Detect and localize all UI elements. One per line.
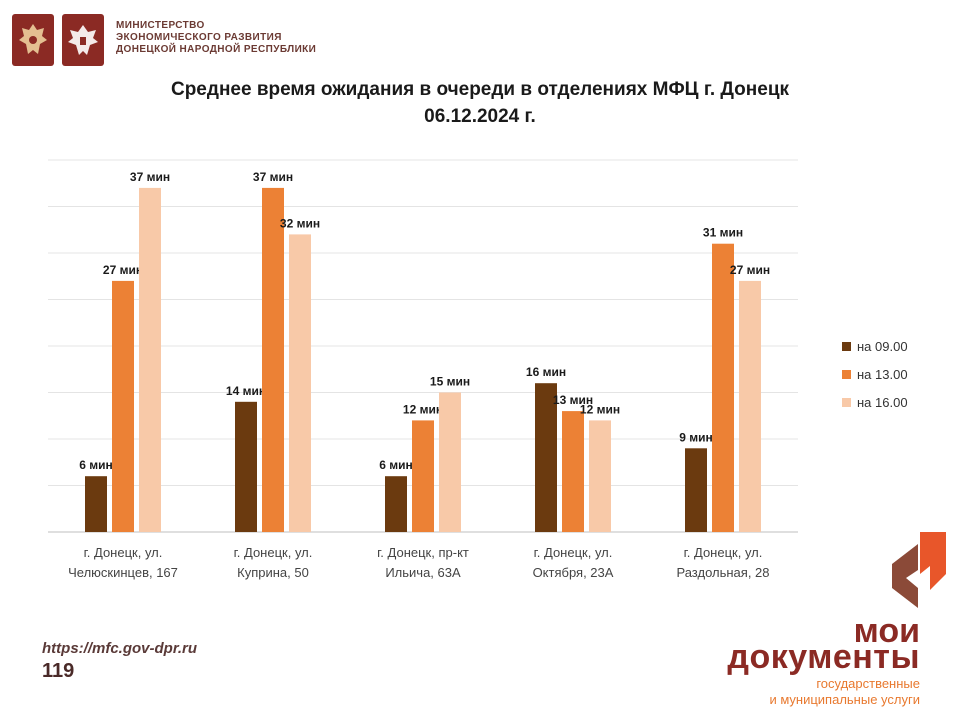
data-label: 31 мин	[703, 226, 743, 240]
data-label: 6 мин	[79, 458, 113, 472]
bar	[685, 448, 707, 532]
moi-dokumenty-logo-icon	[892, 532, 946, 608]
coat-of-arms-russia-icon	[12, 14, 54, 66]
category-label: г. Донецк, ул.	[534, 545, 613, 560]
category-label: г. Донецк, ул.	[234, 545, 313, 560]
category-label: Раздольная, 28	[676, 565, 769, 580]
ministry-line-3: ДОНЕЦКОЙ НАРОДНОЙ РЕСПУБЛИКИ	[116, 44, 317, 55]
bar	[262, 187, 284, 532]
data-label: 12 мин	[580, 402, 620, 416]
data-label: 6 мин	[379, 458, 413, 472]
legend-swatch-1300	[842, 369, 851, 379]
chart-legend: на 09.00 на 13.00 на 16.00	[842, 332, 908, 416]
bar	[112, 280, 134, 532]
brand-tagline-line-1: государственные	[816, 676, 920, 691]
bar	[439, 392, 461, 532]
legend-item-1300: на 13.00	[842, 360, 908, 388]
data-label: 14 мин	[226, 384, 266, 398]
coat-of-arms-dpr-icon	[62, 14, 104, 66]
bar	[289, 234, 311, 532]
legend-item-1600: на 16.00	[842, 388, 908, 416]
bar	[85, 476, 107, 532]
category-label: г. Донецк, пр-кт	[377, 545, 469, 560]
bar	[739, 280, 761, 532]
bar	[712, 243, 734, 532]
data-label: 27 мин	[103, 263, 143, 277]
legend-swatch-0900	[842, 341, 851, 351]
data-label: 27 мин	[730, 263, 770, 277]
category-label: Челюскинцев, 167	[68, 565, 178, 580]
bar	[139, 187, 161, 532]
data-label: 37 мин	[130, 170, 170, 184]
ministry-line-1: МИНИСТЕРСТВО	[116, 20, 205, 31]
data-label: 12 мин	[403, 402, 443, 416]
bar	[412, 420, 434, 532]
brand-name-line-1: мои	[853, 612, 920, 650]
legend-label-1300: на 13.00	[857, 366, 908, 382]
chart-title: Среднее время ожидания в очереди в отдел…	[0, 76, 960, 130]
ministry-header: МИНИСТЕРСТВО ЭКОНОМИЧЕСКОГО РАЗВИТИЯ ДОН…	[12, 14, 316, 66]
legend-item-0900: на 09.00	[842, 332, 908, 360]
data-label: 13 мин	[553, 393, 593, 407]
legend-label-1600: на 16.00	[857, 394, 908, 410]
bar	[562, 411, 584, 532]
chart-title-line-2: 06.12.2024 г.	[424, 106, 536, 127]
brand-tagline-line-2: и муниципальные услуги	[769, 692, 920, 707]
legend-swatch-1600	[842, 397, 851, 407]
category-label: Ильича, 63А	[385, 565, 461, 580]
brand-name-line-2: документы	[727, 638, 920, 676]
data-label: 32 мин	[280, 216, 320, 230]
chart-title-line-1: Среднее время ожидания в очереди в отдел…	[170, 79, 790, 100]
data-label: 16 мин	[526, 365, 566, 379]
bar	[535, 383, 557, 532]
page-number: 119	[42, 660, 75, 682]
data-label: 15 мин	[430, 375, 470, 389]
category-label: г. Донецк, ул.	[684, 545, 763, 560]
data-label: 37 мин	[253, 170, 293, 184]
bar	[385, 476, 407, 532]
category-label: Октября, 23А	[533, 565, 614, 580]
ministry-line-2: ЭКОНОМИЧЕСКОГО РАЗВИТИЯ	[116, 32, 282, 43]
legend-label-0900: на 09.00	[857, 338, 908, 354]
website-url: https://mfc.gov-dpr.ru	[42, 640, 197, 657]
category-label: Куприна, 50	[237, 565, 309, 580]
data-label: 9 мин	[679, 430, 713, 444]
category-label: г. Донецк, ул.	[84, 545, 163, 560]
ministry-name: МИНИСТЕРСТВО ЭКОНОМИЧЕСКОГО РАЗВИТИЯ ДОН…	[116, 14, 316, 56]
brand-tagline: государственные и муниципальные услуги	[769, 676, 920, 708]
bar	[589, 420, 611, 532]
bar	[235, 401, 257, 532]
